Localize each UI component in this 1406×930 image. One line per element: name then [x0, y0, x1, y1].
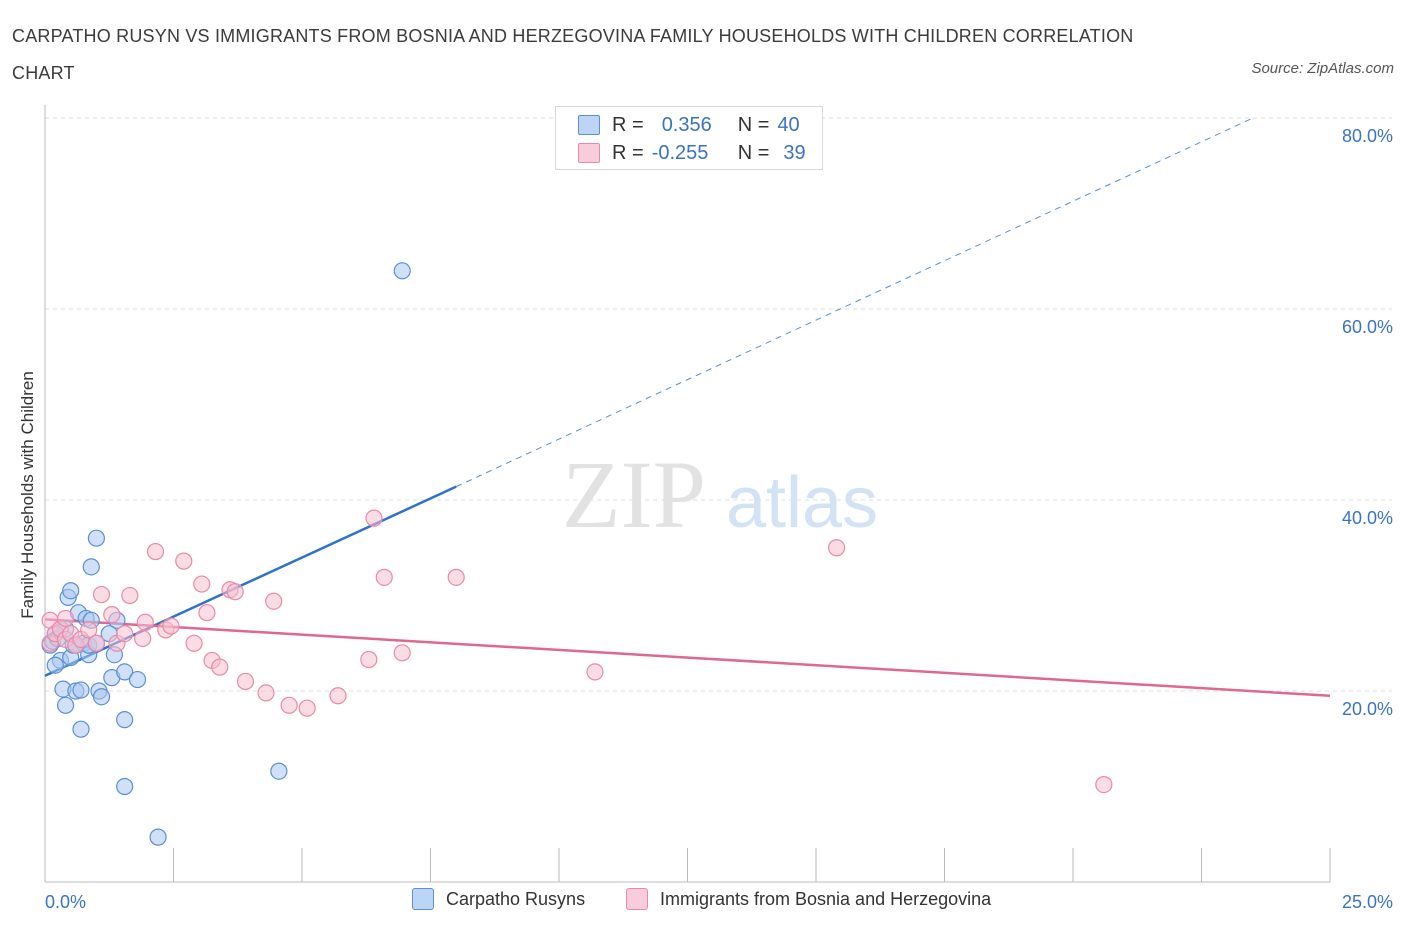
- point-bosnia-herzegovina: [360, 650, 378, 669]
- point-bosnia-herzegovina: [87, 634, 106, 652]
- point-carpatho-rusyn: [46, 656, 64, 674]
- correlation-legend: R = 0.356 N = 40 R = -0.255 N = 39: [555, 106, 823, 170]
- point-bosnia-herzegovina: [185, 634, 203, 652]
- axes: [44, 105, 1331, 883]
- point-bosnia-herzegovina: [56, 609, 75, 628]
- point-carpatho-rusyn: [82, 558, 100, 576]
- point-bosnia-herzegovina: [198, 604, 216, 622]
- point-bosnia-herzegovina: [329, 687, 347, 705]
- point-bosnia-herzegovina: [586, 663, 604, 681]
- point-carpatho-rusyn: [149, 828, 167, 846]
- point-bosnia-herzegovina: [92, 585, 111, 604]
- point-carpatho-rusyn: [72, 681, 90, 699]
- source-label: Source: ZipAtlas.com: [1251, 60, 1394, 77]
- legend-n-value: 39: [783, 141, 806, 164]
- point-bosnia-herzegovina: [80, 621, 98, 639]
- legend-r-value: -0.255: [651, 141, 709, 164]
- point-carpatho-rusyn: [87, 529, 106, 547]
- point-carpatho-rusyn: [72, 720, 90, 738]
- point-bosnia-herzegovina: [103, 605, 121, 624]
- point-bosnia-herzegovina: [265, 592, 283, 610]
- legend-n-label: N =: [737, 113, 770, 136]
- point-bosnia-herzegovina: [375, 568, 393, 586]
- point-carpatho-rusyn: [116, 663, 134, 681]
- watermark-zip: ZIP: [562, 441, 706, 548]
- y-tick-label: 60.0%: [1342, 317, 1393, 337]
- legend-swatch-blue: [412, 888, 434, 910]
- point-bosnia-herzegovina: [121, 586, 139, 605]
- point-carpatho-rusyn: [92, 688, 111, 706]
- point-carpatho-rusyn: [116, 777, 134, 796]
- legend-r-label: R =: [612, 141, 644, 164]
- legend-row-carpatho: R = 0.356 N = 40: [578, 112, 800, 138]
- point-bosnia-herzegovina: [1095, 775, 1113, 794]
- point-bosnia-herzegovina: [175, 552, 193, 570]
- legend-n-label: N =: [737, 141, 770, 164]
- point-bosnia-herzegovina: [134, 629, 152, 648]
- x-tick-label-max: 25.0%: [1342, 892, 1393, 912]
- trend-lines: [44, 117, 1331, 698]
- point-bosnia-herzegovina: [162, 617, 180, 635]
- tick-labels: 20.0% 40.0% 60.0% 80.0% 0.0% 25.0%: [45, 126, 1393, 912]
- point-carpatho-rusyn: [116, 711, 134, 729]
- y-tick-label: 80.0%: [1342, 126, 1393, 146]
- point-bosnia-herzegovina: [393, 644, 411, 662]
- legend-item-carpatho-rusyns: Carpatho Rusyns: [412, 888, 585, 910]
- legend-label: Carpatho Rusyns: [446, 888, 586, 909]
- chart-title: CARPATHO RUSYN VS IMMIGRANTS FROM BOSNIA…: [12, 26, 1134, 83]
- point-carpatho-rusyn: [128, 670, 147, 689]
- point-carpatho-rusyn: [56, 696, 75, 714]
- trend-line-carpatho-dashed: [455, 117, 1254, 488]
- point-bosnia-herzegovina: [136, 613, 154, 631]
- trend-line-bosnia: [44, 618, 1331, 698]
- legend-swatch-pink: [578, 143, 600, 163]
- y-tick-label: 40.0%: [1342, 508, 1393, 528]
- point-bosnia-herzegovina: [827, 539, 846, 557]
- legend-label: Immigrants from Bosnia and Herzegovina: [660, 888, 992, 909]
- point-bosnia-herzegovina: [116, 625, 134, 643]
- legend-swatch-pink: [626, 888, 648, 910]
- point-bosnia-herzegovina: [226, 583, 244, 601]
- legend-r-label: R =: [612, 113, 644, 136]
- legend-swatch-blue: [578, 115, 600, 135]
- data-points: [41, 262, 1113, 846]
- point-bosnia-herzegovina: [236, 672, 255, 691]
- gridlines: [45, 117, 1392, 692]
- point-bosnia-herzegovina: [257, 684, 275, 702]
- y-tick-label: 20.0%: [1342, 699, 1393, 719]
- point-bosnia-herzegovina: [298, 699, 316, 717]
- legend-row-bosnia: R = -0.255 N = 39: [578, 140, 806, 166]
- series-legend: Carpatho Rusyns Immigrants from Bosnia a…: [0, 888, 1406, 916]
- point-bosnia-herzegovina: [193, 575, 211, 593]
- legend-r-value: 0.356: [661, 113, 712, 136]
- watermark-atlas: atlas: [726, 463, 878, 543]
- point-bosnia-herzegovina: [280, 696, 298, 714]
- x-tick-label-min: 0.0%: [45, 892, 86, 912]
- point-carpatho-rusyn: [393, 262, 411, 280]
- point-bosnia-herzegovina: [211, 658, 229, 676]
- point-carpatho-rusyn: [62, 582, 80, 600]
- point-bosnia-herzegovina: [447, 568, 465, 586]
- point-bosnia-herzegovina: [146, 542, 165, 561]
- trend-line-carpatho-solid: [44, 485, 457, 677]
- point-bosnia-herzegovina: [365, 509, 383, 527]
- legend-item-bosnia: Immigrants from Bosnia and Herzegovina: [626, 888, 991, 910]
- point-carpatho-rusyn: [270, 762, 288, 780]
- watermark: ZIP atlas: [562, 441, 878, 548]
- legend-n-value: 40: [777, 113, 800, 136]
